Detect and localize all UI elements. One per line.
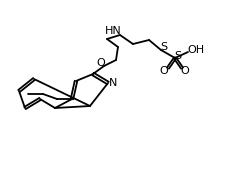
Text: O: O bbox=[96, 58, 105, 68]
Text: HN: HN bbox=[104, 26, 121, 36]
Text: OH: OH bbox=[187, 45, 204, 55]
Text: O: O bbox=[180, 66, 188, 76]
Text: S: S bbox=[160, 42, 167, 52]
Text: O: O bbox=[159, 66, 168, 76]
Text: N: N bbox=[108, 78, 117, 88]
Text: S: S bbox=[174, 51, 181, 61]
